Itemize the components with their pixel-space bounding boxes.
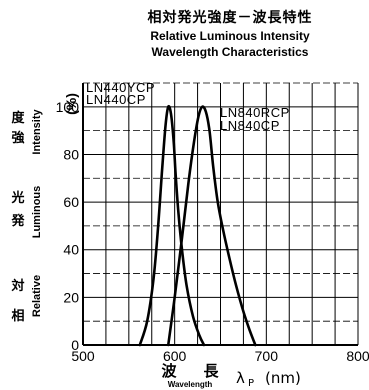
ylabel-en-relative: Relative	[31, 275, 43, 317]
axis-ticks: 500 600 700 800 0 20 40 60 80 100	[56, 99, 369, 364]
x-tick-label: 800	[346, 348, 369, 364]
ylabel-jp-char-4: 光	[10, 190, 24, 206]
series-line-ln840	[166, 105, 257, 347]
xlabel-symbol: λ	[236, 369, 245, 387]
xlabel-jp-char-1: 波	[161, 362, 177, 380]
x-tick-label: 600	[163, 348, 187, 364]
y-tick-label: 40	[63, 242, 79, 258]
xlabel-jp-char-2: 長	[203, 362, 219, 380]
ylabel-en-intensity: Intensity	[31, 109, 43, 155]
y-tick-label: 20	[63, 289, 79, 305]
y-tick-label: 80	[63, 146, 79, 162]
xlabel-en: Wavelength	[168, 380, 213, 389]
legend-label-ln840cp: LN840CP	[220, 118, 280, 133]
series-line-ln440	[138, 104, 206, 347]
chart-title-en-2: Wavelength Characteristics	[152, 45, 309, 59]
plot-grid	[82, 82, 359, 346]
y-tick-label: 100	[56, 99, 80, 115]
legend-label-ln840rcp: LN840RCP	[220, 105, 290, 120]
y-tick-label: 0	[71, 337, 79, 353]
xlabel-subscript: P	[248, 378, 254, 389]
x-tick-label: 500	[71, 348, 95, 364]
ylabel-jp-char-6: 度	[11, 110, 25, 126]
chart-title-en-1: Relative Luminous Intensity	[150, 29, 310, 43]
xlabel-unit: (nm)	[265, 369, 301, 387]
y-unit: (%)	[63, 93, 79, 115]
ylabel-jp-char-1: 相	[11, 308, 24, 324]
ylabel-en-luminous: Luminous	[31, 186, 43, 239]
legend-label-ln440ycp: LN440YCP	[86, 80, 155, 95]
chart-title-jp: 相対発光強度－波長特性	[148, 9, 313, 26]
x-tick-label: 700	[255, 348, 279, 364]
ylabel-jp-char-2: 対	[10, 278, 24, 294]
ylabel-jp-char-5: 強	[11, 130, 24, 146]
ylabel-jp-char-3: 発	[10, 213, 25, 229]
data-series	[138, 104, 257, 347]
y-tick-label: 60	[63, 194, 79, 210]
legend-label-ln440cp: LN440CP	[86, 92, 146, 107]
